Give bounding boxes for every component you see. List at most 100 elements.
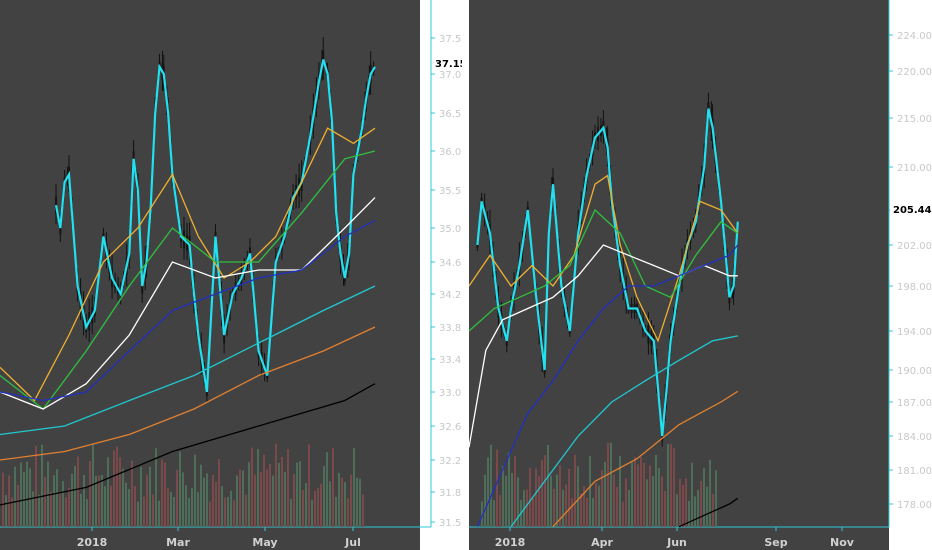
volume-bar xyxy=(116,446,118,527)
volume-bar xyxy=(559,465,561,527)
x-tick-label: Jul xyxy=(344,536,361,549)
volume-bar xyxy=(260,472,262,527)
volume-bar xyxy=(53,475,55,527)
volume-bar xyxy=(631,462,633,527)
volume-bar xyxy=(490,444,492,527)
volume-bar xyxy=(230,490,232,527)
volume-bar xyxy=(314,490,316,527)
volume-bar xyxy=(68,487,70,527)
volume-bar xyxy=(131,460,133,527)
volume-bar xyxy=(535,468,537,527)
volume-bar xyxy=(14,466,16,527)
volume-bar xyxy=(224,497,226,527)
y-tick-label: 34.20 xyxy=(439,290,468,301)
volume-bar xyxy=(137,501,139,527)
series-line-0 xyxy=(54,59,376,393)
volume-bar xyxy=(326,452,328,527)
y-tick-label: 37.00 xyxy=(439,70,468,81)
volume-bar xyxy=(320,483,322,527)
series-line-2 xyxy=(468,208,739,332)
x-tick-label: 2018 xyxy=(495,536,526,549)
volume-bar xyxy=(35,445,37,527)
volume-bar xyxy=(481,501,483,527)
volume-bar xyxy=(715,470,717,527)
volume-bar xyxy=(592,497,594,527)
volume-bar xyxy=(293,473,295,527)
series-line-5 xyxy=(510,335,738,528)
volume-bar xyxy=(32,491,34,527)
volume-bar xyxy=(167,488,169,527)
volume-bar xyxy=(149,466,151,527)
volume-bar xyxy=(706,486,708,527)
volume-bar xyxy=(272,475,274,527)
volume-bar xyxy=(191,488,193,527)
volume-bar xyxy=(532,498,534,527)
volume-bar xyxy=(29,468,31,527)
y-tick-label: 36.00 xyxy=(439,147,468,158)
series-line-4 xyxy=(0,219,376,402)
volume-bar xyxy=(619,456,621,527)
volume-bar xyxy=(89,461,91,527)
volume-bar xyxy=(17,484,19,527)
volume-bar xyxy=(233,500,235,527)
volume-bar xyxy=(104,486,106,527)
volume-bar xyxy=(529,467,531,527)
volume-bar xyxy=(508,452,510,527)
volume-bar xyxy=(574,455,576,527)
volume-bar xyxy=(125,482,127,527)
x-tick-label: Jun xyxy=(666,536,687,549)
series-line-7 xyxy=(678,497,739,528)
volume-bar xyxy=(332,448,334,527)
last-value-label: 205.44 xyxy=(893,205,932,216)
volume-bar xyxy=(547,445,549,527)
volume-bar xyxy=(287,449,289,527)
volume-bar xyxy=(335,496,337,527)
volume-bar xyxy=(197,492,199,527)
volume-bar xyxy=(56,469,58,527)
volume-bar xyxy=(544,455,546,527)
volume-bar xyxy=(601,469,603,527)
volume-bar xyxy=(77,456,79,527)
x-tick-label: Mar xyxy=(166,536,190,549)
volume-bar xyxy=(673,447,675,527)
volume-bar xyxy=(59,492,61,527)
volume-bar xyxy=(616,486,618,527)
volume-bar xyxy=(308,444,310,527)
y-tick-label: 215.00 xyxy=(897,114,932,125)
volume-bar xyxy=(583,486,585,527)
right-chart-panel: 224.00220.00215.00210.00205.00202.00198.… xyxy=(468,0,932,550)
volume-bar xyxy=(170,491,172,527)
volume-bar xyxy=(209,501,211,527)
volume-bar xyxy=(595,482,597,527)
volume-bar xyxy=(158,500,160,527)
volume-bar xyxy=(341,477,343,527)
volume-bar xyxy=(356,477,358,527)
last-value-label: 37.15 xyxy=(435,59,467,70)
volume-bar xyxy=(634,457,636,527)
volume-bar xyxy=(71,473,73,527)
volume-bar xyxy=(649,465,651,527)
volume-bar xyxy=(155,448,157,527)
volume-bar xyxy=(161,459,163,527)
volume-bar xyxy=(556,474,558,527)
series-line-2 xyxy=(0,150,376,410)
volume-bar xyxy=(571,497,573,527)
volume-bar xyxy=(296,462,298,527)
volume-bar xyxy=(200,464,202,527)
y-tick-label: 32.20 xyxy=(439,456,468,467)
volume-bar xyxy=(215,481,217,527)
volume-bar xyxy=(113,450,115,527)
y-tick-label: 35.50 xyxy=(439,186,468,197)
volume-bar xyxy=(565,484,567,527)
volume-bar xyxy=(598,485,600,527)
volume-bar xyxy=(251,447,253,527)
last-value-box xyxy=(890,202,932,217)
volume-bar xyxy=(550,475,552,527)
volume-bar xyxy=(505,476,507,527)
volume-bar xyxy=(2,472,4,527)
volume-bar xyxy=(110,485,112,527)
volume-bar xyxy=(562,489,564,527)
y-tick-label: 35.00 xyxy=(439,224,468,235)
volume-bar xyxy=(44,476,46,527)
